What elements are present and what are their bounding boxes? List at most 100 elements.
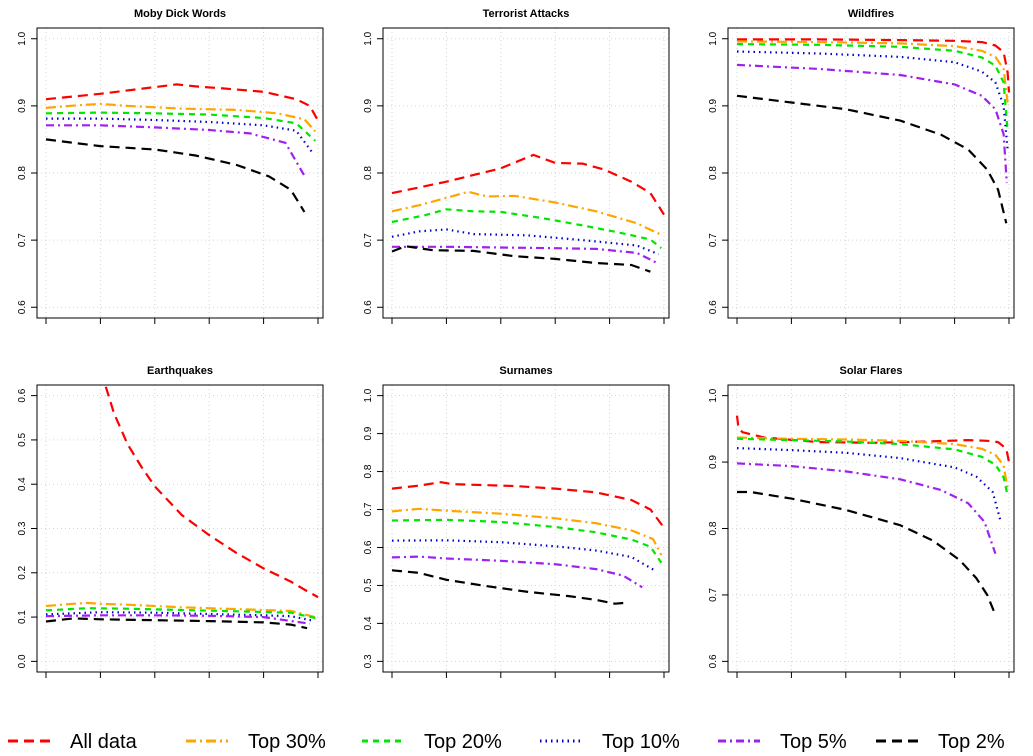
legend-item-all-data: All data	[8, 731, 138, 753]
series-line-top-5	[392, 245, 657, 264]
y-tick-label: 0.9	[708, 98, 719, 112]
legend-label: Top 20%	[424, 731, 502, 753]
series-line-all-data	[45, 83, 319, 122]
y-tick-label: 0.9	[363, 426, 374, 440]
series-line-top-5	[46, 124, 306, 177]
series-line-top-20	[391, 208, 662, 250]
panel-title: Wildfires	[848, 8, 894, 20]
series-line-top-5	[736, 63, 1008, 184]
series-line-all-data	[391, 481, 665, 529]
series-line-top-10	[391, 228, 660, 256]
legend-label: Top 30%	[248, 731, 326, 753]
y-tick-label: 0.0	[17, 654, 28, 668]
y-tick-label: 0.6	[17, 300, 28, 314]
y-tick-label: 0.9	[17, 98, 28, 112]
panel-title: Surnames	[499, 365, 552, 377]
y-tick-label: 0.7	[708, 588, 719, 602]
series-line-top-10	[736, 447, 1002, 523]
series-line-all-data	[104, 386, 319, 599]
series-group	[45, 83, 319, 213]
series-line-top-10	[391, 539, 657, 572]
series-line-top-20	[391, 518, 663, 564]
series-line-top-2	[391, 245, 651, 273]
legend-item-top-5: Top 5%	[718, 731, 847, 753]
series-line-top-30	[45, 601, 316, 619]
legend-label: Top 10%	[602, 731, 680, 753]
series-line-all-data	[737, 38, 1011, 93]
panel-wildfires: Wildfires 0.6 0.7 0.8 0.9 1.0	[708, 8, 1015, 324]
y-tick-label: 0.4	[17, 477, 28, 491]
y-tick-label: 0.4	[363, 616, 374, 630]
plot-frame	[382, 384, 670, 673]
series-line-top-30	[736, 40, 1009, 103]
plot-frame	[36, 384, 324, 673]
y-tick-label: 0.9	[363, 98, 374, 112]
y-tick-label: 0.8	[17, 166, 28, 180]
panel-solar-flares: Solar Flares 0.6 0.7 0.8 0.9 1.0	[708, 365, 1015, 678]
series-line-top-10	[46, 117, 314, 154]
series-group	[45, 386, 319, 630]
y-tick-label: 0.6	[363, 540, 374, 554]
plot-frame	[36, 27, 324, 319]
legend-item-top-20: Top 20%	[362, 731, 502, 753]
series-line-top-5	[391, 555, 643, 589]
series-group	[736, 38, 1011, 224]
series-line-top-2	[45, 138, 306, 213]
panel-terrorist-attacks: Terrorist Attacks 0.6 0.7 0.8 0.9 1.0	[363, 8, 670, 324]
y-tick-label: 0.3	[363, 654, 374, 668]
series-group	[391, 153, 665, 273]
chart-legend: All data Top 30% Top 20% Top 10% Top 5% Top 2…	[8, 731, 1005, 753]
y-tick-label: 1.0	[17, 31, 28, 45]
series-line-all-data	[735, 415, 1011, 463]
plot-frame	[382, 27, 670, 319]
legend-item-top-10: Top 10%	[540, 731, 680, 753]
series-line-top-30	[391, 507, 663, 556]
y-tick-label: 1.0	[708, 31, 719, 45]
y-tick-label: 0.3	[17, 521, 28, 535]
panel-title: Earthquakes	[147, 365, 213, 377]
plot-frame	[727, 27, 1015, 319]
series-line-all-data	[391, 153, 665, 216]
series-line-top-20	[736, 43, 1009, 132]
y-tick-label: 0.8	[363, 464, 374, 478]
panel-title: Moby Dick Words	[134, 8, 226, 20]
y-tick-label: 1.0	[363, 31, 374, 45]
series-line-top-30	[391, 190, 662, 236]
series-line-top-20	[45, 607, 316, 620]
series-group	[391, 481, 665, 605]
legend-label: Top 5%	[780, 731, 847, 753]
series-line-top-2	[737, 490, 997, 616]
panel-earthquakes: Earthquakes 0.0 0.1 0.2 0.3 0.4 0.5 0.6	[17, 365, 324, 678]
y-tick-label: 0.6	[708, 654, 719, 668]
series-line-top-20	[736, 437, 1009, 496]
panel-surnames: Surnames 0.3 0.4 0.5 0.6 0.7 0.8 0.9 1.0	[363, 365, 670, 678]
y-tick-label: 0.2	[17, 565, 28, 579]
plot-frame	[727, 384, 1015, 673]
y-tick-label: 0.1	[17, 610, 28, 624]
y-tick-label: 0.8	[708, 521, 719, 535]
series-line-top-10	[736, 50, 1009, 150]
y-tick-label: 1.0	[363, 388, 374, 402]
series-line-top-30	[45, 102, 317, 133]
y-tick-label: 0.6	[363, 300, 374, 314]
y-tick-label: 0.6	[708, 300, 719, 314]
panel-moby-dick-words: Moby Dick Words 0.6 0.7 0.8 0.9 1.0	[17, 8, 324, 324]
y-tick-label: 0.7	[17, 233, 28, 247]
legend-item-top-30: Top 30%	[186, 731, 326, 753]
y-tick-label: 0.5	[363, 578, 374, 592]
series-line-top-2	[391, 569, 629, 605]
series-line-top-30	[736, 436, 1009, 489]
series-group	[735, 415, 1011, 616]
y-tick-label: 0.8	[363, 166, 374, 180]
y-tick-label: 0.8	[708, 166, 719, 180]
y-tick-label: 1.0	[708, 388, 719, 402]
y-tick-label: 0.7	[363, 233, 374, 247]
series-line-top-20	[45, 111, 317, 142]
panel-title: Terrorist Attacks	[483, 8, 570, 20]
y-tick-label: 0.6	[17, 388, 28, 402]
y-tick-label: 0.9	[708, 455, 719, 469]
y-tick-label: 0.7	[708, 233, 719, 247]
y-tick-label: 0.5	[17, 433, 28, 447]
legend-item-top-2: Top 2%	[876, 731, 1005, 753]
